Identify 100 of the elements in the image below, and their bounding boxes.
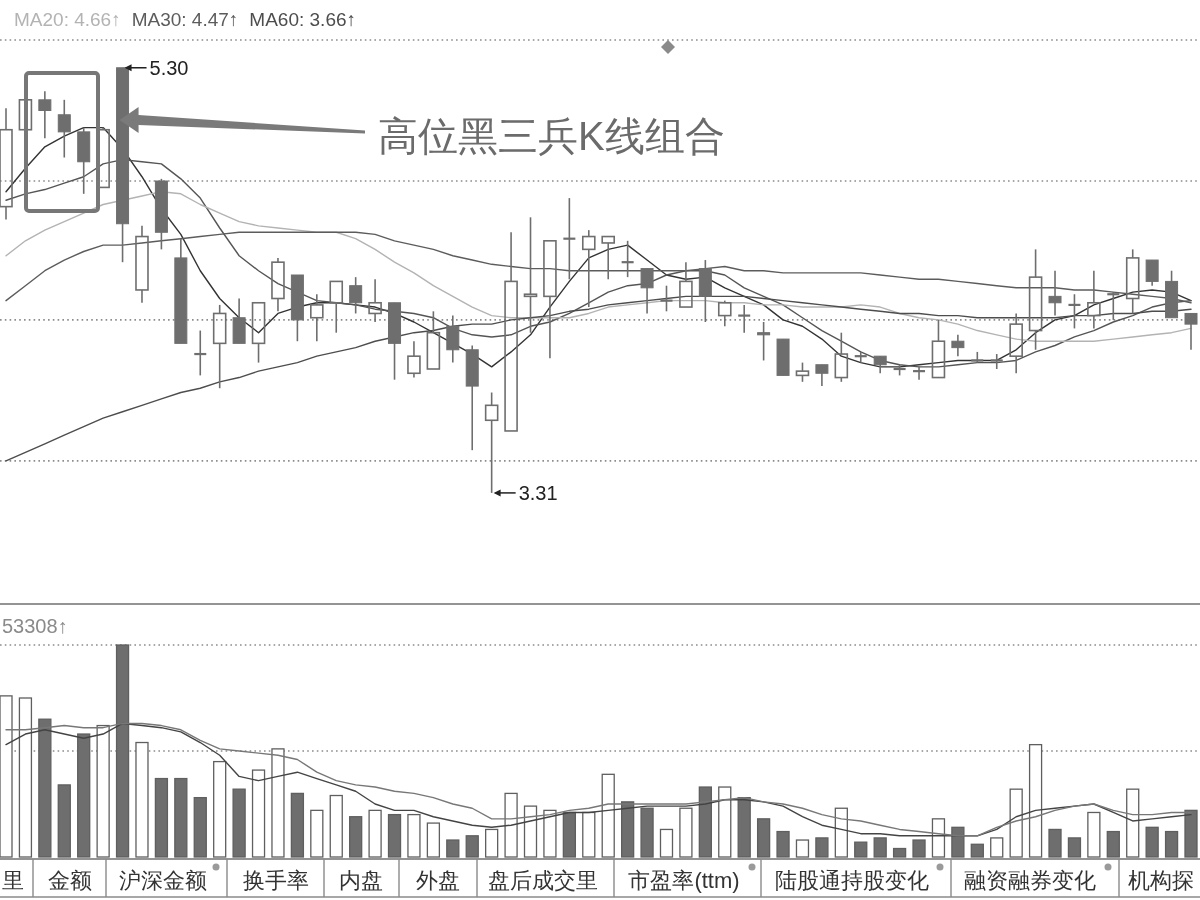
bar: [18, 697, 33, 858]
bar: [349, 816, 363, 858]
bar: [446, 839, 460, 858]
text: 融资融券变化: [964, 868, 1096, 893]
candlestick: [757, 321, 771, 362]
bar: [659, 828, 674, 858]
candlestick: [640, 267, 654, 315]
text: 里: [2, 868, 24, 893]
candlestick: [853, 351, 868, 364]
text: MA20: 4.66↑: [14, 9, 121, 30]
candlestick: [523, 216, 538, 334]
text: 金额: [48, 868, 92, 893]
candlestick: [349, 276, 363, 315]
bar: [1087, 811, 1101, 858]
candlestick: [193, 329, 208, 377]
bar: [1145, 826, 1159, 858]
bar: [990, 837, 1004, 858]
text: MA30: 4.47↑: [131, 9, 239, 30]
bar: [892, 847, 907, 858]
candlestick: [1145, 259, 1159, 287]
text: 53308↑: [2, 615, 68, 637]
candlestick: [1009, 312, 1023, 375]
bar: [834, 807, 848, 858]
bar: [310, 809, 324, 858]
bar: [426, 822, 441, 858]
candlestick: [562, 197, 577, 281]
bar: [213, 760, 227, 858]
candlestick: [1125, 248, 1140, 315]
annotation: 3.31: [518, 481, 558, 504]
bar: [1106, 830, 1120, 858]
bar: [679, 807, 693, 858]
candlestick: [57, 99, 71, 159]
candlestick: [38, 90, 52, 140]
bar: [873, 837, 887, 858]
bar: [582, 811, 596, 858]
candlestick: [951, 334, 965, 357]
bar: [407, 813, 421, 858]
bar: [931, 818, 946, 858]
text: MA60: 3.66↑: [249, 9, 357, 30]
bar: [1126, 788, 1140, 858]
bar: [523, 805, 538, 858]
candlestick: [620, 240, 635, 278]
bar: [756, 818, 771, 858]
candlestick: [135, 225, 149, 304]
text: 机构探: [1128, 868, 1194, 893]
text: 外盘: [416, 868, 460, 893]
text: 换手率: [243, 868, 309, 893]
bar: [0, 695, 13, 858]
bar: [368, 809, 382, 858]
bar: [251, 769, 266, 858]
bar: [854, 841, 868, 858]
bar: [718, 786, 732, 858]
text: 内盘: [339, 868, 383, 893]
bar: [271, 748, 285, 858]
text: 陆股通持股变化: [775, 868, 929, 893]
bar: [640, 807, 654, 858]
bar: [776, 830, 790, 858]
candlestick: [1067, 293, 1082, 330]
bar: [1048, 828, 1062, 858]
bar: [135, 741, 149, 858]
bar: [1067, 837, 1082, 858]
bar: [329, 794, 343, 858]
bar: [485, 828, 499, 858]
bar: [970, 843, 984, 858]
candlestick: [0, 107, 13, 221]
annotation: 5.30: [149, 56, 189, 79]
bar: [815, 837, 829, 858]
text: 沪深金额: [119, 868, 207, 893]
bar: [504, 792, 518, 858]
candlestick: [1184, 312, 1198, 351]
bar: [912, 839, 926, 858]
bar: [57, 784, 71, 858]
candlestick: [368, 278, 382, 323]
bar: [465, 835, 479, 858]
bar: [290, 792, 305, 858]
bar: [1028, 743, 1043, 858]
candlestick: [659, 284, 674, 313]
bar: [232, 788, 246, 858]
candlestick: [581, 229, 596, 308]
bar: [543, 809, 557, 858]
candlestick: [989, 353, 1004, 370]
candlestick: [407, 340, 421, 379]
bar: [601, 773, 615, 858]
bar: [1009, 788, 1023, 858]
candlestick: [737, 304, 752, 334]
bar: [387, 813, 402, 858]
text: 市盈率(ttm): [628, 868, 740, 893]
candlestick: [815, 363, 829, 387]
candlestick: [1028, 248, 1043, 351]
bar: [174, 777, 188, 858]
annotation: 高位黑三兵K线组合: [378, 114, 725, 158]
bar: [96, 724, 110, 858]
bar: [1164, 830, 1179, 858]
text: 盘后成交里: [488, 868, 598, 893]
candlestick: [1048, 269, 1062, 317]
bar: [795, 839, 810, 858]
candlestick: [1087, 269, 1101, 330]
bar: [193, 796, 207, 858]
candlestick: [446, 314, 460, 364]
bar: [154, 777, 169, 858]
